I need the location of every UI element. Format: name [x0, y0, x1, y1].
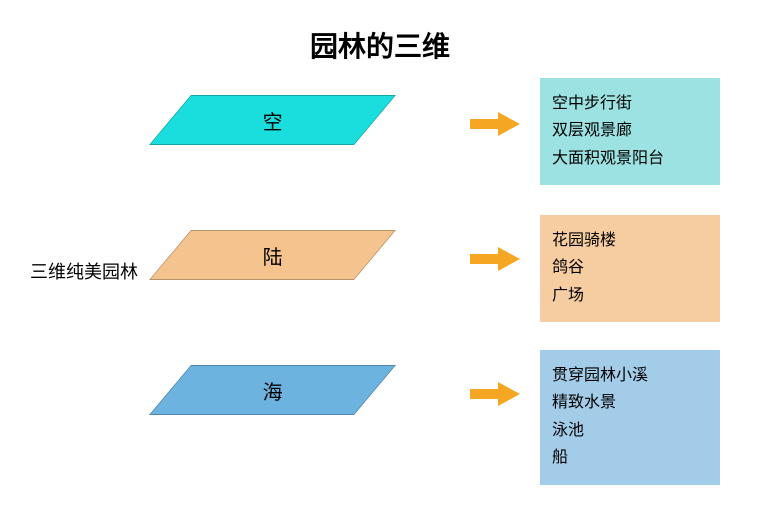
- list-item: 鸽谷: [552, 257, 708, 279]
- list-item: 花园骑楼: [552, 230, 708, 252]
- list-item: 双层观景廊: [552, 120, 708, 142]
- list-item: 精致水景: [552, 392, 708, 414]
- list-item: 空中步行街: [552, 93, 708, 115]
- list-item: 船: [552, 447, 708, 469]
- detail-box-land: 花园骑楼 鸽谷 广场: [540, 215, 720, 322]
- arrow-icon: [470, 382, 520, 406]
- row-sky: 空: [170, 95, 375, 145]
- list-item: 贯穿园林小溪: [552, 365, 708, 387]
- parallelogram-land: 陆: [149, 230, 396, 280]
- list-item: 大面积观景阳台: [552, 148, 708, 170]
- row-land: 陆: [170, 230, 375, 280]
- arrow-icon: [470, 247, 520, 271]
- page-title: 园林的三维: [310, 25, 450, 65]
- parallelogram-label: 陆: [263, 241, 283, 270]
- parallelogram-label: 空: [263, 106, 283, 135]
- detail-box-sky: 空中步行街 双层观景廊 大面积观景阳台: [540, 78, 720, 185]
- list-item: 泳池: [552, 420, 708, 442]
- detail-box-sea: 贯穿园林小溪 精致水景 泳池 船: [540, 350, 720, 485]
- arrow-icon: [470, 112, 520, 136]
- parallelogram-sea: 海: [149, 365, 396, 415]
- parallelogram-sky: 空: [149, 95, 396, 145]
- side-label: 三维纯美园林: [30, 258, 138, 284]
- list-item: 广场: [552, 285, 708, 307]
- row-sea: 海: [170, 365, 375, 415]
- parallelogram-label: 海: [263, 376, 283, 405]
